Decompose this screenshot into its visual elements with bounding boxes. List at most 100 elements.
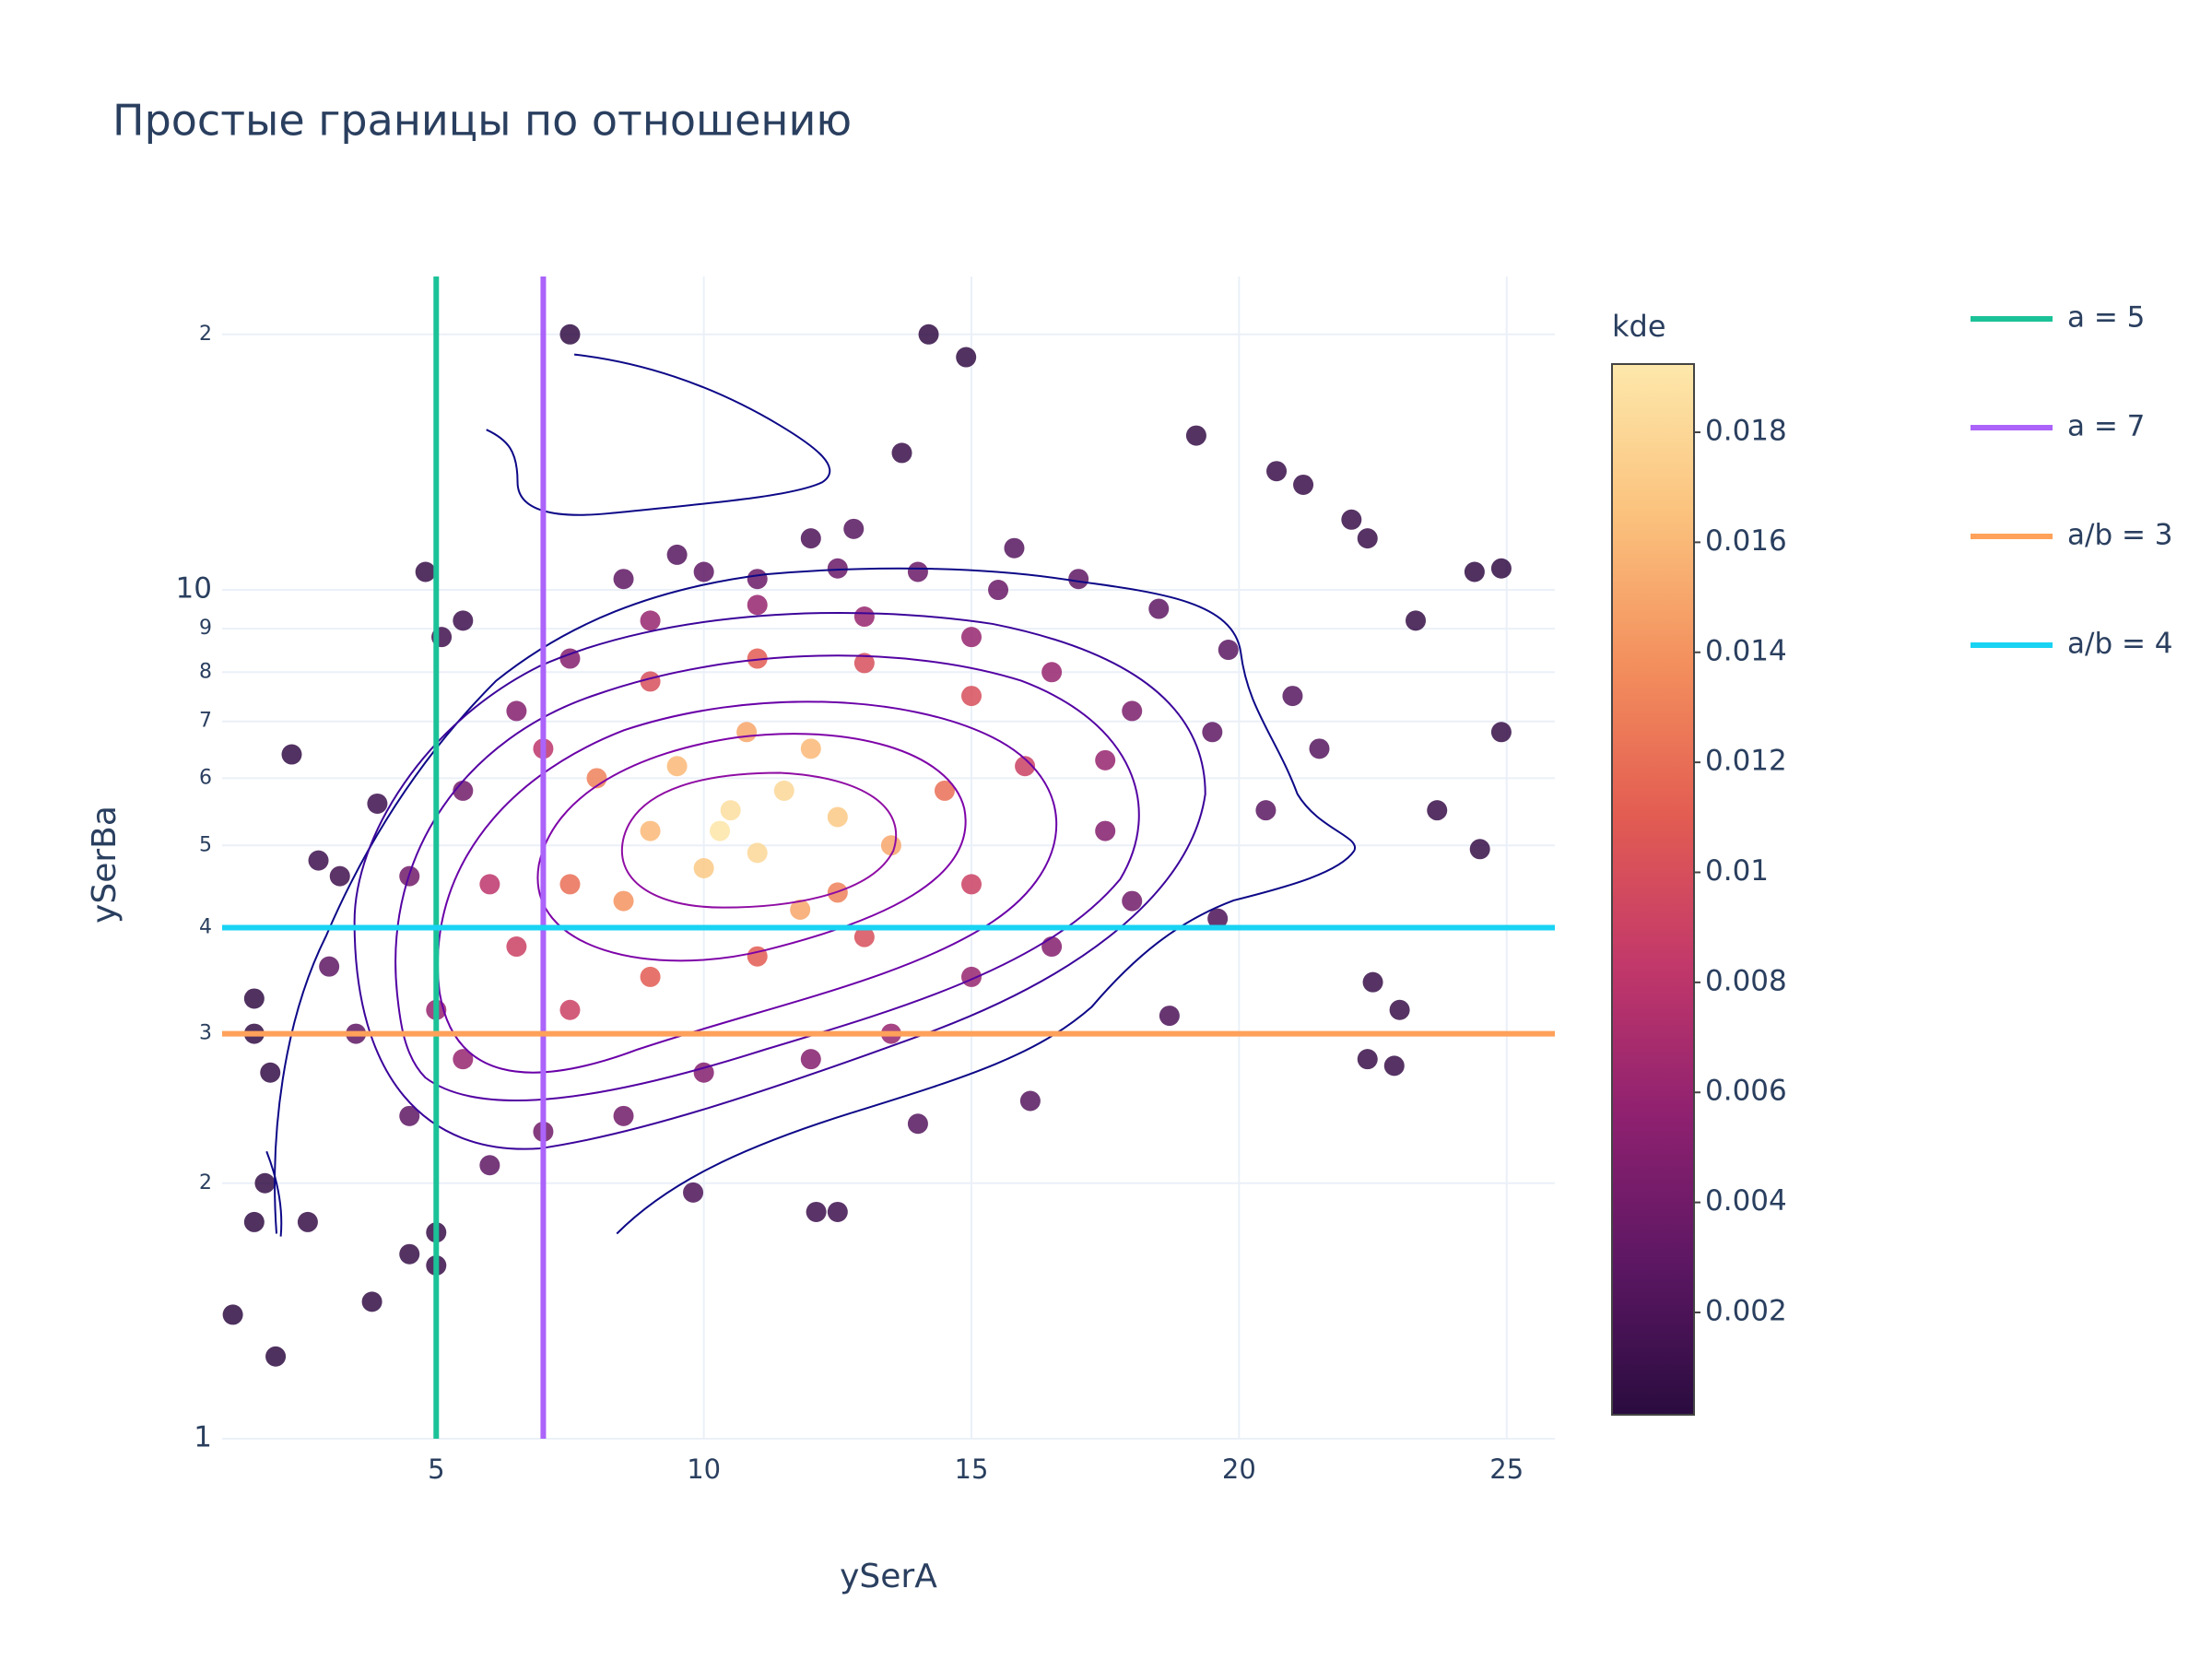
point bbox=[1293, 474, 1314, 495]
colorbar-title: kde bbox=[1612, 309, 1666, 344]
point bbox=[1041, 662, 1063, 683]
point bbox=[1490, 722, 1512, 743]
point bbox=[747, 648, 768, 669]
point bbox=[1357, 1049, 1378, 1070]
point bbox=[1427, 800, 1448, 821]
point bbox=[806, 1201, 827, 1222]
point bbox=[1004, 537, 1025, 559]
x-tick-label: 15 bbox=[955, 1453, 989, 1485]
point bbox=[559, 999, 581, 1020]
y-tick-label: 2 bbox=[199, 1171, 212, 1194]
point bbox=[666, 544, 688, 565]
point bbox=[1362, 971, 1383, 993]
point bbox=[773, 780, 794, 801]
point bbox=[961, 627, 982, 648]
contours bbox=[265, 353, 1357, 1237]
contour bbox=[353, 611, 1206, 1150]
point bbox=[1389, 999, 1410, 1020]
point bbox=[1095, 749, 1116, 771]
point bbox=[1309, 738, 1330, 759]
x-axis-title: ySerA bbox=[840, 1558, 937, 1595]
point bbox=[747, 946, 768, 967]
point bbox=[988, 580, 1009, 601]
point bbox=[1218, 640, 1239, 661]
axes: 5 10 15 20 25 1 2 3 4 5 6 7 8 9 10 2 bbox=[176, 323, 1524, 1485]
point bbox=[934, 780, 955, 801]
point bbox=[319, 956, 340, 977]
point bbox=[399, 1243, 420, 1265]
legend: a = 5 a = 7 a/b = 3 a/b = 4 bbox=[1971, 301, 2173, 661]
reference-lines bbox=[222, 276, 1555, 1439]
point bbox=[254, 1172, 276, 1194]
legend-label: a = 5 bbox=[2067, 301, 2145, 335]
point bbox=[693, 561, 714, 582]
point bbox=[479, 874, 500, 895]
x-tick-label: 5 bbox=[428, 1453, 444, 1485]
point bbox=[1341, 509, 1362, 530]
point bbox=[666, 756, 688, 777]
point bbox=[399, 1105, 420, 1126]
point bbox=[800, 528, 821, 549]
point bbox=[613, 569, 634, 590]
point bbox=[800, 1049, 821, 1070]
point bbox=[683, 1182, 704, 1203]
point bbox=[1357, 528, 1378, 549]
point bbox=[308, 850, 329, 871]
point bbox=[956, 347, 977, 368]
point bbox=[880, 835, 901, 856]
x-tick-label: 10 bbox=[687, 1453, 721, 1485]
point bbox=[265, 1346, 287, 1367]
contour bbox=[437, 700, 1058, 1074]
point bbox=[329, 865, 350, 887]
y-tick-label: 2 bbox=[199, 323, 212, 346]
point bbox=[747, 842, 768, 864]
point bbox=[1282, 686, 1303, 707]
legend-label: a/b = 4 bbox=[2067, 628, 2173, 661]
colorbar-tick-label: 0.006 bbox=[1705, 1075, 1787, 1108]
point bbox=[222, 1304, 243, 1325]
point bbox=[367, 793, 388, 814]
point bbox=[1266, 461, 1288, 482]
point bbox=[961, 874, 982, 895]
colorbar bbox=[1611, 363, 1695, 1416]
point bbox=[559, 324, 581, 345]
point bbox=[1122, 890, 1143, 912]
y-tick-label: 4 bbox=[199, 916, 212, 939]
y-tick-label: 7 bbox=[199, 710, 212, 733]
point bbox=[1185, 425, 1206, 446]
contour bbox=[274, 567, 1357, 1235]
contour bbox=[620, 771, 898, 909]
point bbox=[415, 561, 436, 582]
point bbox=[1383, 1055, 1405, 1077]
point bbox=[1015, 756, 1036, 777]
colorbar-tick-label: 0.016 bbox=[1705, 524, 1787, 558]
point bbox=[720, 800, 741, 821]
point bbox=[506, 700, 527, 722]
point bbox=[1406, 610, 1427, 631]
point bbox=[640, 671, 661, 692]
point bbox=[297, 1211, 318, 1232]
y-tick-label: 5 bbox=[199, 833, 212, 856]
x-tick-label: 20 bbox=[1222, 1453, 1256, 1485]
contour bbox=[536, 733, 967, 962]
point bbox=[853, 653, 875, 674]
contour bbox=[394, 654, 1140, 1101]
point bbox=[918, 324, 939, 345]
legend-label: a = 7 bbox=[2067, 410, 2145, 443]
y-tick-label: 10 bbox=[176, 572, 212, 606]
point bbox=[693, 858, 714, 879]
point bbox=[361, 1291, 382, 1312]
point bbox=[559, 874, 581, 895]
colorbar-tick-label: 0.004 bbox=[1705, 1184, 1787, 1218]
point bbox=[1019, 1090, 1041, 1112]
point bbox=[640, 820, 661, 841]
point bbox=[747, 594, 768, 616]
point bbox=[1041, 936, 1063, 958]
point bbox=[1148, 598, 1170, 619]
point bbox=[1490, 558, 1512, 579]
point bbox=[1095, 820, 1116, 841]
point bbox=[827, 806, 848, 828]
point bbox=[243, 1211, 265, 1232]
colorbar-tick-label: 0.014 bbox=[1705, 634, 1787, 667]
